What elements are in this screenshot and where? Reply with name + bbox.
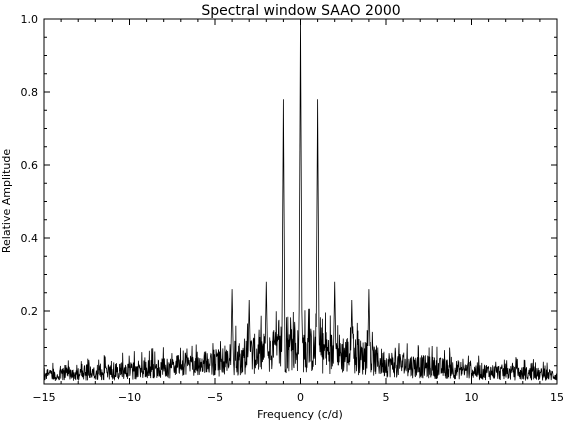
- y-tick-label: 1.0: [21, 13, 39, 26]
- x-tick-label: 0: [297, 391, 304, 404]
- chart-title: Spectral window SAAO 2000: [201, 3, 400, 19]
- x-tick-label: −15: [32, 391, 55, 404]
- x-tick-label: −5: [207, 391, 223, 404]
- y-axis: 0.2 0.4 0.6 0.8 1.0: [21, 13, 557, 367]
- y-axis-label: Relative Amplitude: [0, 149, 13, 253]
- x-tick-label: 10: [465, 391, 479, 404]
- y-tick-label: 0.8: [21, 86, 39, 99]
- x-axis: −15 −10 −5 0 5 10 15: [32, 19, 564, 404]
- series-layer: [43, 18, 558, 382]
- x-tick-label: 15: [550, 391, 564, 404]
- x-axis-label: Frequency (c/d): [257, 408, 343, 421]
- x-tick-label: −10: [118, 391, 141, 404]
- spectral-window-line: [43, 18, 558, 382]
- y-tick-label: 0.6: [21, 159, 39, 172]
- x-tick-label: 5: [383, 391, 390, 404]
- y-tick-label: 0.4: [21, 232, 39, 245]
- y-tick-label: 0.2: [21, 305, 39, 318]
